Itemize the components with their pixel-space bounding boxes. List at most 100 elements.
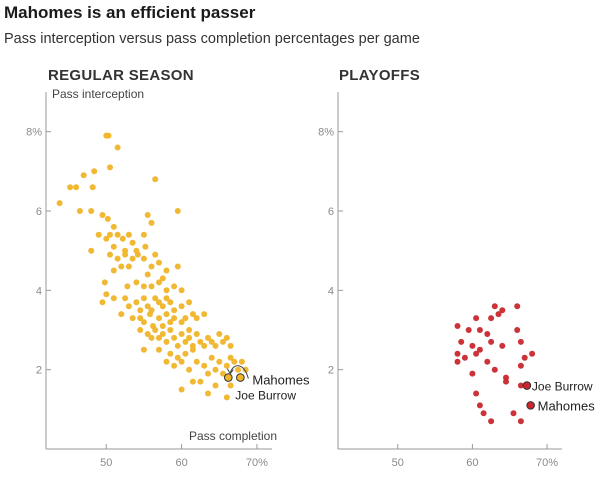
regular-data-point xyxy=(182,350,189,357)
regular-data-point xyxy=(118,311,125,318)
regular-data-point xyxy=(91,168,98,175)
regular-data-point xyxy=(152,327,159,333)
regular-data-point xyxy=(152,295,159,302)
playoffs-x-tick-label: 60 xyxy=(466,457,478,469)
regular-data-point xyxy=(178,319,185,326)
regular-data-point xyxy=(238,358,245,365)
regular-data-point xyxy=(208,354,215,361)
regular-data-point xyxy=(201,362,208,369)
regular-data-point xyxy=(129,255,136,262)
regular-data-point xyxy=(148,263,155,270)
playoffs-data-point xyxy=(473,390,480,397)
regular-data-point xyxy=(156,279,162,286)
playoffs-data-point xyxy=(454,323,461,329)
regular-data-point xyxy=(95,231,102,238)
regular-data-point xyxy=(152,176,159,183)
regular-data-point xyxy=(182,338,189,345)
playoffs-data-point xyxy=(473,350,480,357)
mahomes-regular-connector xyxy=(229,365,249,379)
regular-data-point xyxy=(163,267,170,274)
playoffs-y-tick-label: 4 xyxy=(328,285,334,297)
regular-data-point xyxy=(212,382,219,389)
regular-data-point xyxy=(212,342,219,349)
playoffs-data-point xyxy=(484,358,491,365)
playoffs-data-point xyxy=(454,358,461,365)
regular-panel: REGULAR SEASON 2 4 6 8% 50 60 70% Pass intercept… xyxy=(26,67,310,469)
playoffs-data-point xyxy=(514,327,521,333)
regular-data-point xyxy=(186,299,193,306)
regular-y-tick-label: 4 xyxy=(36,285,42,297)
regular-data-point xyxy=(142,243,149,250)
joe-burrow-regular-label: Joe Burrow xyxy=(235,389,296,403)
regular-data-point xyxy=(152,251,159,258)
playoffs-x-tick-label: 50 xyxy=(392,457,404,469)
regular-data-point xyxy=(167,299,174,306)
regular-data-point xyxy=(193,358,200,365)
joe-burrow-playoffs-point xyxy=(522,381,532,390)
regular-data-point xyxy=(193,331,200,337)
playoffs-y-tick-label: 2 xyxy=(328,365,334,377)
regular-data-point xyxy=(171,283,178,290)
chart-subtitle: Pass interception versus pass completion… xyxy=(4,31,420,47)
regular-data-point xyxy=(105,132,112,139)
regular-data-point xyxy=(89,184,96,191)
regular-data-point xyxy=(107,251,113,258)
joe-burrow-playoffs-label: Joe Burrow xyxy=(532,380,593,394)
playoffs-data-point xyxy=(517,362,524,369)
playoffs-data-point xyxy=(476,327,483,333)
regular-y-tick-label: 6 xyxy=(36,206,42,218)
regular-y-tick-label: 2 xyxy=(36,365,42,377)
regular-data-point xyxy=(125,303,132,310)
regular-data-point xyxy=(134,251,141,258)
regular-data-point xyxy=(205,334,211,341)
regular-data-point xyxy=(122,295,129,302)
regular-data-point xyxy=(107,231,113,238)
regular-data-point xyxy=(159,275,166,282)
playoffs-data-point xyxy=(469,342,476,349)
regular-data-point xyxy=(205,370,211,377)
regular-data-point xyxy=(133,279,140,286)
regular-data-point xyxy=(178,287,185,294)
regular-data-point xyxy=(186,334,193,341)
regular-x-tick-label: 50 xyxy=(100,457,112,469)
regular-data-point xyxy=(88,247,95,254)
regular-y-tick-label: 8% xyxy=(26,127,42,139)
playoffs-data-point xyxy=(491,303,498,310)
regular-data-point xyxy=(99,212,106,218)
regular-data-point xyxy=(197,338,204,345)
regular-data-point xyxy=(163,295,170,302)
regular-data-point xyxy=(193,315,200,322)
mahomes-playoffs-label: Mahomes xyxy=(538,398,596,413)
regular-data-point xyxy=(140,255,147,262)
regular-data-point xyxy=(159,323,166,329)
regular-data-point xyxy=(235,366,242,373)
playoffs-data-point xyxy=(465,327,472,333)
regular-data-point xyxy=(76,208,83,214)
regular-data-point xyxy=(56,200,63,207)
regular-data-point xyxy=(208,338,215,345)
regular-data-point xyxy=(67,184,74,191)
regular-data-point xyxy=(220,370,226,377)
regular-data-point xyxy=(129,315,136,322)
regular-x-tick-label: 70% xyxy=(246,457,268,469)
regular-data-point xyxy=(107,164,113,171)
regular-data-point xyxy=(140,319,147,326)
regular-data-point xyxy=(148,334,155,341)
regular-data-point xyxy=(159,331,166,337)
regular-data-point xyxy=(103,235,110,242)
regular-x-tick-label: 60 xyxy=(175,457,187,469)
regular-points xyxy=(56,132,249,401)
regular-data-point xyxy=(118,263,125,270)
regular-data-point xyxy=(227,342,234,349)
regular-data-point xyxy=(156,334,162,341)
regular-data-point xyxy=(163,311,170,318)
playoffs-points xyxy=(454,303,536,425)
regular-data-point xyxy=(197,378,204,385)
regular-data-point xyxy=(167,327,174,333)
playoffs-y-tick-label: 8% xyxy=(318,127,334,139)
playoffs-data-point xyxy=(484,331,491,337)
regular-data-point xyxy=(174,263,181,270)
regular-data-point xyxy=(103,291,110,298)
regular-data-point xyxy=(174,354,181,361)
